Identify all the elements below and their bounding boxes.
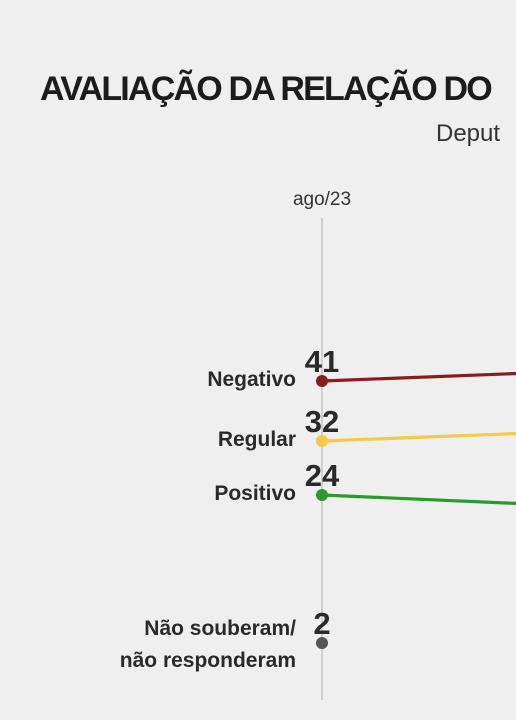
- series-label-positivo: Positivo: [214, 482, 296, 505]
- data-point-positivo: [316, 489, 328, 501]
- series-line-positivo: [320, 493, 516, 505]
- chart-subtitle: Deput: [436, 120, 501, 147]
- series-line-negativo: [320, 371, 516, 383]
- series-line-regular: [320, 431, 516, 443]
- x-tick-label: ago/23: [293, 189, 351, 210]
- chart-marks: 41 Negativo 32 Regular 24 Positivo 2 Não souber…: [120, 344, 516, 672]
- data-label-regular: 32: [305, 404, 339, 439]
- data-point-nao-souberam-nao-responderam: [316, 637, 328, 649]
- data-point-regular: [316, 435, 328, 447]
- data-label-negativo: 41: [305, 344, 339, 379]
- series-label-regular: Regular: [218, 428, 296, 451]
- data-label-positivo: 24: [305, 458, 340, 493]
- data-label-nao-souberam-nao-responderam: 2: [313, 606, 330, 641]
- data-point-negativo: [316, 375, 328, 387]
- chart-title: AVALIAÇÃO DA RELAÇÃO DO: [40, 70, 493, 108]
- series-label-negativo: Negativo: [207, 368, 296, 391]
- series-label-nao-souberam-nao-responderam: não responderam: [120, 649, 296, 672]
- series-label-nao-souberam-nao-responderam: Não souberam/: [144, 617, 296, 640]
